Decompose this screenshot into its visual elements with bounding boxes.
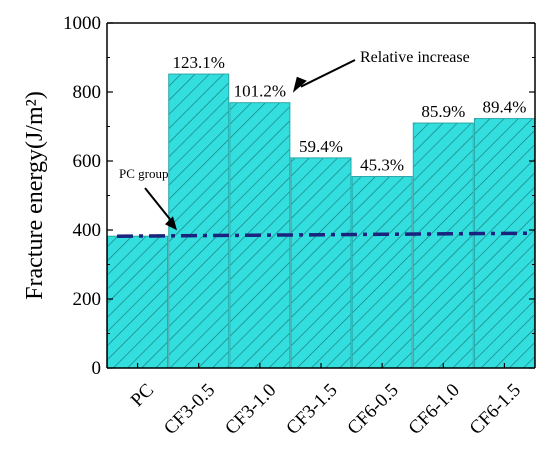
bar-cf3-1-5 xyxy=(290,157,352,369)
bar-pc xyxy=(107,235,169,369)
bar-cf6-1-5 xyxy=(473,118,535,369)
bar-cf3-0-5 xyxy=(168,73,230,369)
y-tick-label-200: 200 xyxy=(73,289,102,310)
pc-reference-line xyxy=(116,231,534,238)
x-tick-label-cf3-1-0: CF3-1.0 xyxy=(221,380,280,439)
bar-cf6-0-5 xyxy=(351,176,413,369)
data-label-cf3-1-5: 59.4% xyxy=(299,137,343,156)
y-tick-label-400: 400 xyxy=(73,220,102,241)
annotation-layer: Relative increase PC group xyxy=(119,49,470,231)
annotation-pc-group: PC group xyxy=(119,166,168,181)
y-axis-label: Fracture energy(J/m²) xyxy=(22,91,48,300)
x-tick-label-pc: PC xyxy=(127,380,158,411)
x-tick-label-cf6-1-0: CF6-1.0 xyxy=(405,380,464,439)
pc-group-arrowhead xyxy=(165,216,177,231)
data-label-cf6-1-5: 89.4% xyxy=(482,98,526,117)
axes-layer xyxy=(106,22,536,369)
bar-cf6-1-0 xyxy=(412,122,474,369)
x-tick-label-cf6-1-5: CF6-1.5 xyxy=(466,380,525,439)
y-tick-label-800: 800 xyxy=(73,82,102,103)
annotation-relative-increase: Relative increase xyxy=(360,49,470,66)
relative-increase-arrowhead xyxy=(292,76,307,93)
x-tick-label-cf3-0-5: CF3-0.5 xyxy=(160,380,219,439)
data-label-cf6-0-5: 45.3% xyxy=(360,156,404,175)
data-label-cf6-1-0: 85.9% xyxy=(421,102,465,121)
data-label-cf3-0-5: 123.1% xyxy=(173,53,225,72)
pc-group-arrow-line xyxy=(144,187,175,225)
x-tick-label-cf3-1-5: CF3-1.5 xyxy=(282,380,341,439)
y-tick-label-1000: 1000 xyxy=(63,13,101,34)
x-tick-label-cf6-0-5: CF6-0.5 xyxy=(343,380,402,439)
reference-line-layer xyxy=(116,231,534,238)
y-tick-label-0: 0 xyxy=(92,358,102,379)
relative-increase-arrow-line xyxy=(300,59,356,88)
data-label-cf3-1-0: 101.2% xyxy=(234,82,286,101)
y-tick-label-600: 600 xyxy=(73,151,102,172)
